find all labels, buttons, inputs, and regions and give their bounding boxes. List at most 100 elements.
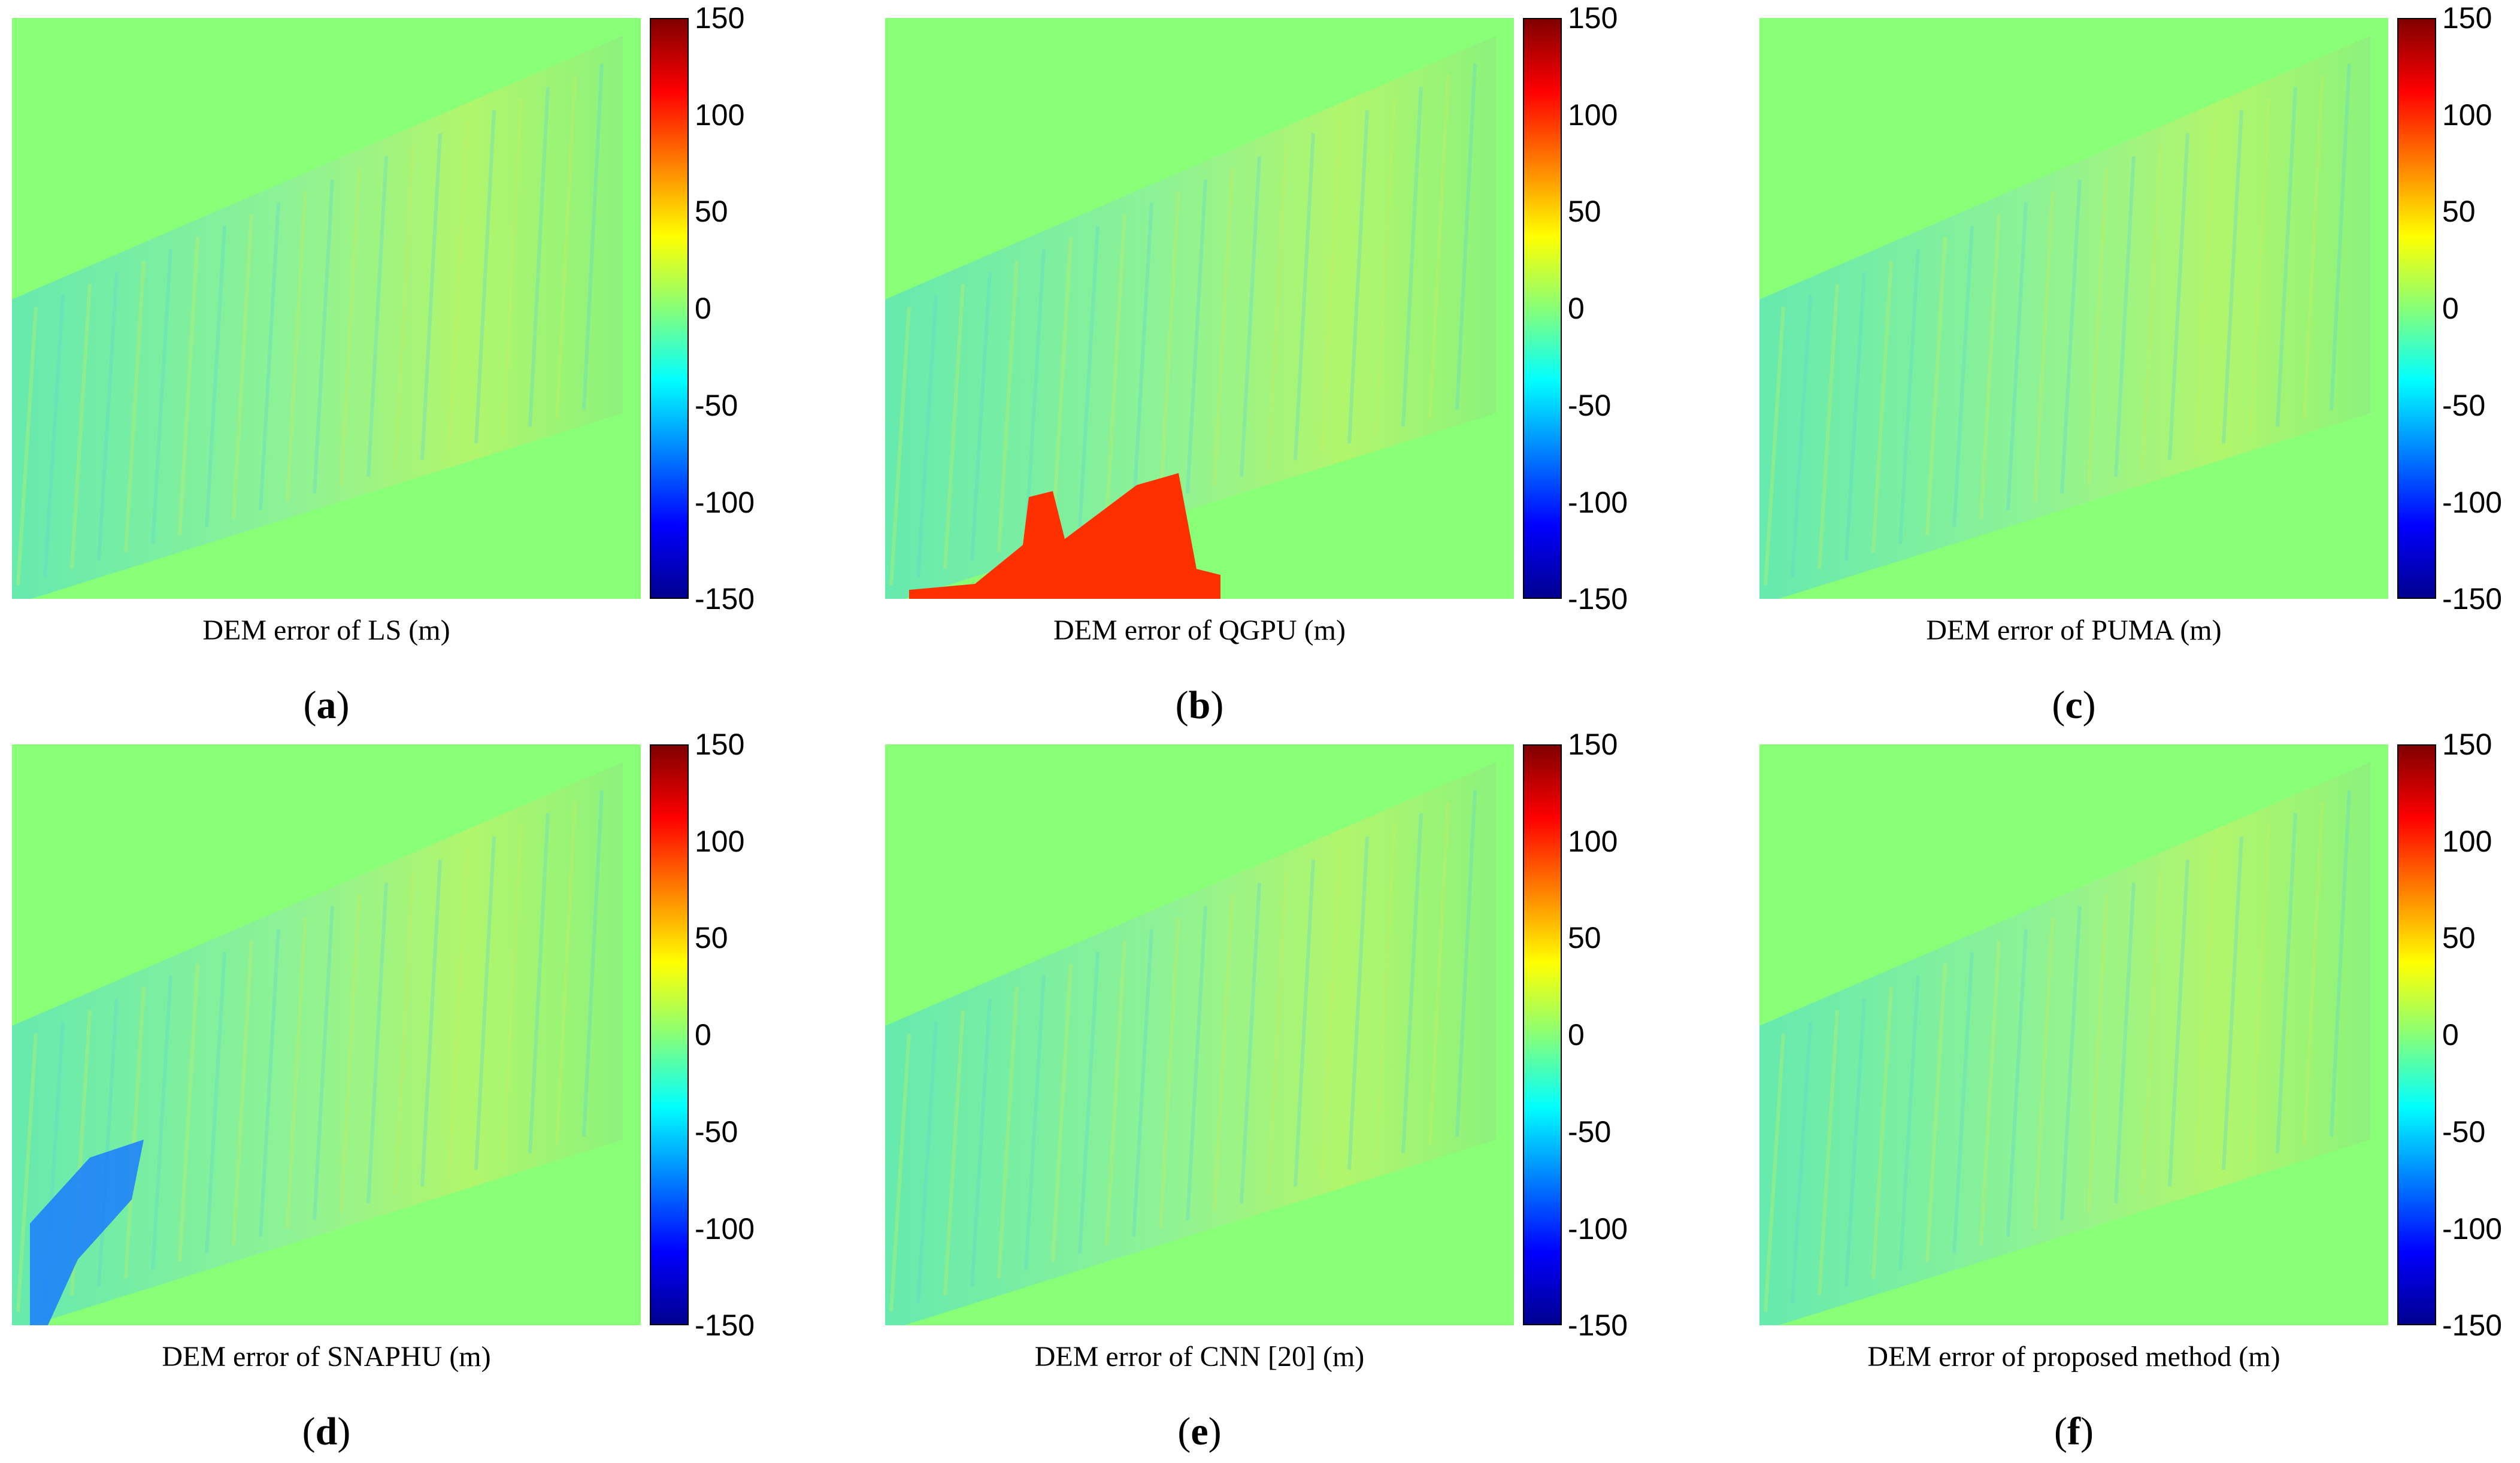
terrain-streak <box>2087 894 2109 1212</box>
terrain-streak <box>2060 905 2082 1220</box>
terrain-streak <box>393 871 415 1195</box>
terrain-streak <box>2330 63 2351 410</box>
terrain-streak <box>1105 214 1126 519</box>
panel-label: (c) <box>2052 683 2096 727</box>
terrain-streak <box>367 156 388 477</box>
terrain-streak <box>2033 191 2055 502</box>
terrain-streak <box>2303 801 2324 1145</box>
panel-caption: DEM error of QGPU (m) <box>1053 614 1346 646</box>
colorbar-tick: 0 <box>2442 1018 2459 1052</box>
panel-label: (d) <box>302 1410 351 1453</box>
terrain-streak <box>178 237 199 536</box>
terrain-streak <box>1132 202 1153 511</box>
dem-error-map <box>12 744 641 1325</box>
terrain-streak <box>1455 790 1477 1137</box>
terrain-streak <box>97 272 119 561</box>
terrain-streak <box>2033 917 2055 1229</box>
terrain-streak <box>1844 998 1866 1287</box>
colorbar-tick: -150 <box>695 1308 755 1343</box>
terrain-strip <box>12 762 623 1325</box>
dem-strip <box>885 762 1496 1325</box>
terrain-streak <box>447 122 469 452</box>
terrain-streak <box>2303 75 2324 419</box>
terrain-streak <box>420 859 442 1187</box>
colorbar-tick: 50 <box>695 921 728 955</box>
terrain-streak <box>889 1033 911 1312</box>
colorbar-tick: 100 <box>695 824 745 858</box>
colorbar-tick: 100 <box>695 98 745 132</box>
colorbar-tick: -100 <box>695 1211 755 1246</box>
terrain-strip <box>885 36 1496 599</box>
terrain-streak <box>2006 929 2028 1237</box>
terrain-streak <box>1159 191 1180 502</box>
terrain-streak <box>1186 179 1207 494</box>
colorbar-tick: 50 <box>1568 921 1601 955</box>
terrain-streak <box>1347 836 1369 1170</box>
terrain-streak <box>2330 790 2351 1137</box>
colorbar-tick: 50 <box>1568 195 1601 229</box>
terrain-streak <box>16 307 38 586</box>
terrain-streak <box>2276 813 2297 1153</box>
terrain-streak <box>1952 952 1974 1254</box>
terrain-streak <box>1051 237 1073 536</box>
terrain-streak <box>97 998 119 1287</box>
colorbar-tick: 100 <box>1568 824 1618 858</box>
panel-caption: DEM error of PUMA (m) <box>1926 614 2222 646</box>
colorbar-tick: 150 <box>695 1 745 35</box>
colorbar-tick: 150 <box>695 728 745 761</box>
terrain-streak <box>1455 63 1477 410</box>
terrain-streak <box>1024 249 1046 544</box>
terrain-streak <box>2222 836 2243 1170</box>
terrain-streak <box>1791 295 1812 577</box>
terrain-streak <box>259 929 280 1237</box>
terrain-streak <box>340 168 361 486</box>
colorbar-tick: -100 <box>1568 1211 1628 1246</box>
terrain-strip <box>885 762 1496 1325</box>
panel-caption: DEM error of SNAPHU (m) <box>162 1341 491 1373</box>
terrain-streak <box>916 295 938 577</box>
colorbar-tick: -100 <box>2442 1211 2503 1246</box>
terrain-streak <box>1078 226 1100 528</box>
terrain-streak <box>70 283 92 569</box>
terrain-streak <box>2195 848 2216 1179</box>
terrain-streak <box>2276 86 2297 427</box>
terrain-streak <box>2222 110 2243 444</box>
terrain-streak <box>1925 237 1947 536</box>
terrain-streak <box>286 191 307 502</box>
terrain-streak <box>1898 975 1920 1271</box>
terrain-streak <box>232 214 253 519</box>
colorbar-tick: 100 <box>1568 98 1618 132</box>
terrain-streak <box>474 836 496 1170</box>
terrain-streak <box>2141 144 2162 469</box>
terrain-streak <box>1844 272 1866 561</box>
terrain-streak <box>1374 825 1396 1162</box>
terrain-streak <box>2060 179 2082 494</box>
terrain-streak <box>1132 929 1153 1237</box>
dem-strip <box>1759 762 2370 1325</box>
terrain-streak <box>1791 1022 1812 1304</box>
colorbar <box>650 18 689 599</box>
terrain-strip <box>12 36 623 599</box>
colorbar <box>2397 744 2436 1325</box>
terrain-strip <box>1759 36 2370 599</box>
terrain-streak <box>124 261 146 552</box>
colorbar <box>1523 744 1562 1325</box>
panel-caption: DEM error of proposed method (m) <box>1867 1341 2280 1373</box>
terrain-streak <box>313 905 334 1220</box>
colorbar-tick: -150 <box>2442 1308 2503 1343</box>
terrain-streak <box>889 307 911 586</box>
terrain-streak <box>1401 86 1423 427</box>
terrain-streak <box>393 144 415 469</box>
colorbar-tick: 0 <box>695 1018 711 1052</box>
terrain-streak <box>1294 133 1315 461</box>
terrain-streak <box>178 964 199 1262</box>
panel-c: DEM error of PUMA (m) (c) 150 100 50 0 -50 -1… <box>1759 3 2520 737</box>
colorbar-tick: -150 <box>1568 1308 1628 1343</box>
colorbar-tick: -150 <box>1568 582 1628 616</box>
terrain-streak <box>1213 894 1234 1212</box>
terrain-streak <box>970 998 992 1287</box>
terrain-streak <box>997 261 1019 552</box>
terrain-streak <box>2195 122 2216 452</box>
panel-d: DEM error of SNAPHU (m) (d) 150 100 50 0 -50… <box>12 729 850 1463</box>
colorbar-tick: 0 <box>2442 292 2459 326</box>
